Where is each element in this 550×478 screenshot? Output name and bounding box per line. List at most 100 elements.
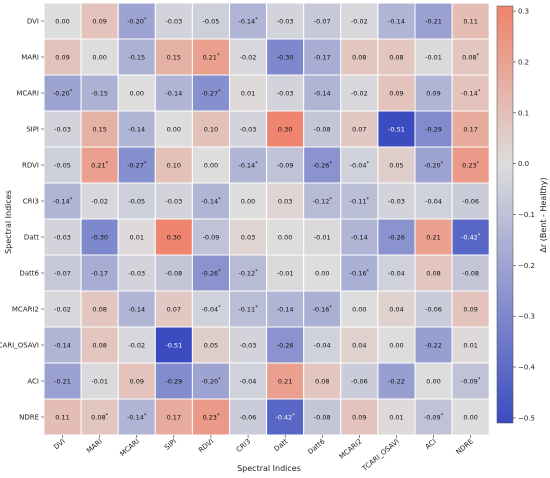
cell-label: 0.09: [426, 90, 440, 98]
cell-label: -0.09: [203, 234, 220, 242]
row-label: DVI: [27, 18, 39, 26]
colorbar-tick-label: 0.3: [518, 8, 529, 16]
cell-label: 0.00: [204, 162, 218, 170]
column-label: ACI: [424, 437, 438, 451]
heatmap-cell: [451, 2, 490, 40]
heatmap-cell: [303, 290, 342, 328]
heatmap-cell: [377, 110, 416, 148]
cell-label: -0.14*: [238, 161, 258, 170]
y-axis-label: Spectral Indices: [4, 190, 13, 254]
cell-label: -0.03: [277, 18, 294, 26]
cell-label: -0.04*: [350, 161, 370, 170]
heatmap-cell: [43, 110, 82, 148]
cell-label: -0.06: [425, 306, 442, 314]
cell-label: 0.08: [389, 54, 403, 62]
cell-label: -0.01: [277, 270, 294, 278]
heatmap-cell: [451, 326, 490, 364]
cell-label: -0.11*: [350, 197, 370, 206]
heatmap-cell: [451, 182, 490, 220]
heatmap-cell: [266, 146, 305, 184]
cell-label: 0.00: [278, 234, 292, 242]
cell-label: -0.16*: [350, 269, 370, 278]
cell-label: -0.20*: [424, 161, 444, 170]
colorbar-tick-label: −0.3: [518, 313, 535, 321]
heatmap-cell: [191, 182, 230, 220]
cell-label: 0.15: [92, 126, 106, 134]
cell-label: -0.08: [314, 414, 331, 422]
cell-label: -0.04: [240, 378, 257, 386]
cell-label: -0.15: [128, 54, 145, 62]
cell-label: -0.14: [165, 90, 182, 98]
column-label: MCARI2: [338, 437, 364, 461]
heatmap-cell: [117, 362, 156, 400]
cell-label: 0.10: [167, 162, 181, 170]
cell-label: 0.00: [130, 90, 144, 98]
cell-label: -0.14: [128, 126, 145, 134]
cell-label: -0.11*: [238, 305, 258, 314]
cell-label: 0.07: [167, 306, 181, 314]
heatmap-cells: 0.00 0.09 -0.20* -0.03 -0.05 -0.14* -0.03 -0.07…: [43, 2, 490, 436]
cell-label: -0.30: [91, 234, 108, 242]
cell-label: 0.09: [463, 306, 477, 314]
cell-label: -0.03: [388, 198, 405, 206]
heatmap-cell: [229, 182, 268, 220]
cell-label: -0.51: [165, 342, 182, 350]
heatmap-cell: [43, 290, 82, 328]
cell-label: -0.06: [240, 414, 257, 422]
heatmap-cell: [80, 2, 119, 40]
cell-label: -0.12*: [238, 269, 258, 278]
colorbar-ticks: 0.3 0.2 0.1 0.0 −0.1 −0.2 −0.3 −0.4 −0.5: [513, 8, 536, 422]
cell-label: -0.03: [240, 126, 257, 134]
column-label: CRI3: [235, 437, 253, 454]
heatmap-cell: [377, 218, 416, 256]
row-label: MCARI2: [12, 306, 39, 314]
cell-label: -0.17: [314, 54, 331, 62]
cell-label: 0.01: [463, 342, 477, 350]
column-label: MCARI: [119, 437, 141, 458]
cell-label: 0.09: [389, 90, 403, 98]
heatmap-cell: [154, 38, 193, 76]
cell-label: -0.05: [128, 198, 145, 206]
heatmap-cell: [229, 2, 268, 40]
cell-label: -0.30: [277, 54, 294, 62]
cell-label: -0.03: [165, 198, 182, 206]
colorbar-tick-label: 0.0: [518, 160, 529, 168]
cell-label: -0.29: [425, 126, 442, 134]
cell-label: -0.14: [314, 90, 331, 98]
cell-label: -0.22: [425, 342, 442, 350]
cell-label: -0.05: [203, 18, 220, 26]
cell-label: 0.03: [241, 234, 255, 242]
row-label: SIPI: [26, 126, 39, 134]
cell-label: -0.17: [91, 270, 108, 278]
row-label: Datt6: [19, 270, 39, 278]
cell-label: -0.02: [240, 54, 257, 62]
heatmap-cell: [414, 74, 453, 112]
cell-label: -0.02: [91, 198, 108, 206]
cell-label: -0.06: [462, 198, 479, 206]
row-labels: DVI MARI MCARI SIPI RDVI CRI3 Datt Datt6 MCARI2 T…: [0, 18, 44, 422]
heatmap-cell: [303, 146, 342, 184]
cell-label: -0.03: [165, 18, 182, 26]
cell-label: 0.07: [352, 126, 366, 134]
cell-label: -0.12*: [313, 197, 333, 206]
cell-label: 0.00: [315, 270, 329, 278]
cell-label: -0.20*: [127, 17, 147, 26]
cell-label: -0.03: [240, 342, 257, 350]
heatmap-cell: [154, 146, 193, 184]
cell-label: 0.00: [167, 126, 181, 134]
heatmap-cell: [303, 254, 342, 292]
heatmap-cell: [340, 182, 379, 220]
colorbar-tick-label: 0.2: [518, 58, 529, 66]
heatmap-cell: [303, 326, 342, 364]
cell-label: -0.09: [277, 162, 294, 170]
colorbar-tick-label: −0.4: [518, 364, 536, 372]
heatmap-cell: [154, 218, 193, 256]
heatmap-cell: [414, 110, 453, 148]
colorbar-label: Δr (Bent - Healthy): [539, 177, 548, 252]
cell-label: 0.00: [241, 198, 255, 206]
column-label: SIPI: [163, 437, 178, 451]
heatmap-cell: [117, 326, 156, 364]
heatmap-cell: [229, 398, 268, 436]
cell-label: 0.23*: [202, 413, 219, 422]
